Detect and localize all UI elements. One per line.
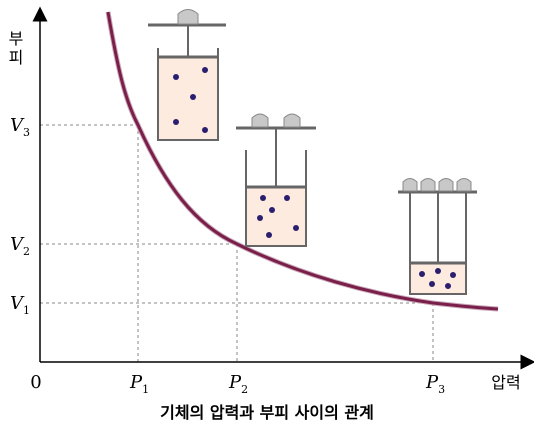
diagram: 부 피 압력 0 V3V2V1 P1P2P3 기체의 압력과 부피 사이의 관계 [0, 0, 534, 441]
x-tick-label-symbol: P [425, 372, 439, 393]
y-label: 부 [9, 29, 24, 48]
y-tick-label-subscript: 2 [23, 245, 30, 258]
x-tick-label: P1 [129, 372, 149, 396]
cylinder-1 [148, 10, 226, 141]
x-tick-label-symbol: P [129, 372, 143, 393]
y-tick-label: V3 [10, 115, 30, 139]
caption: 기체의 압력과 부피 사이의 관계 [160, 403, 374, 422]
cylinder-3 [398, 179, 477, 295]
x-tick-label-subscript: 2 [241, 383, 248, 396]
y-tick-label-subscript: 1 [23, 304, 30, 317]
x-tick-label: P2 [228, 372, 248, 396]
y-tick-label: V2 [10, 234, 30, 258]
x-label: 압력 [491, 373, 520, 392]
y-tick-label-subscript: 3 [23, 126, 30, 139]
origin-label: 0 [30, 372, 41, 393]
y-tick-label: V1 [10, 293, 30, 317]
cylinder-2 [236, 114, 316, 246]
x-tick-label: P3 [425, 372, 445, 396]
x-tick-label-subscript: 1 [142, 383, 149, 396]
y-ticks: V3 V2 V1 [10, 115, 30, 317]
x-tick-label-subscript: 3 [438, 383, 445, 396]
y-label: 피 [9, 48, 24, 67]
x-tick-label-symbol: P [228, 372, 242, 393]
